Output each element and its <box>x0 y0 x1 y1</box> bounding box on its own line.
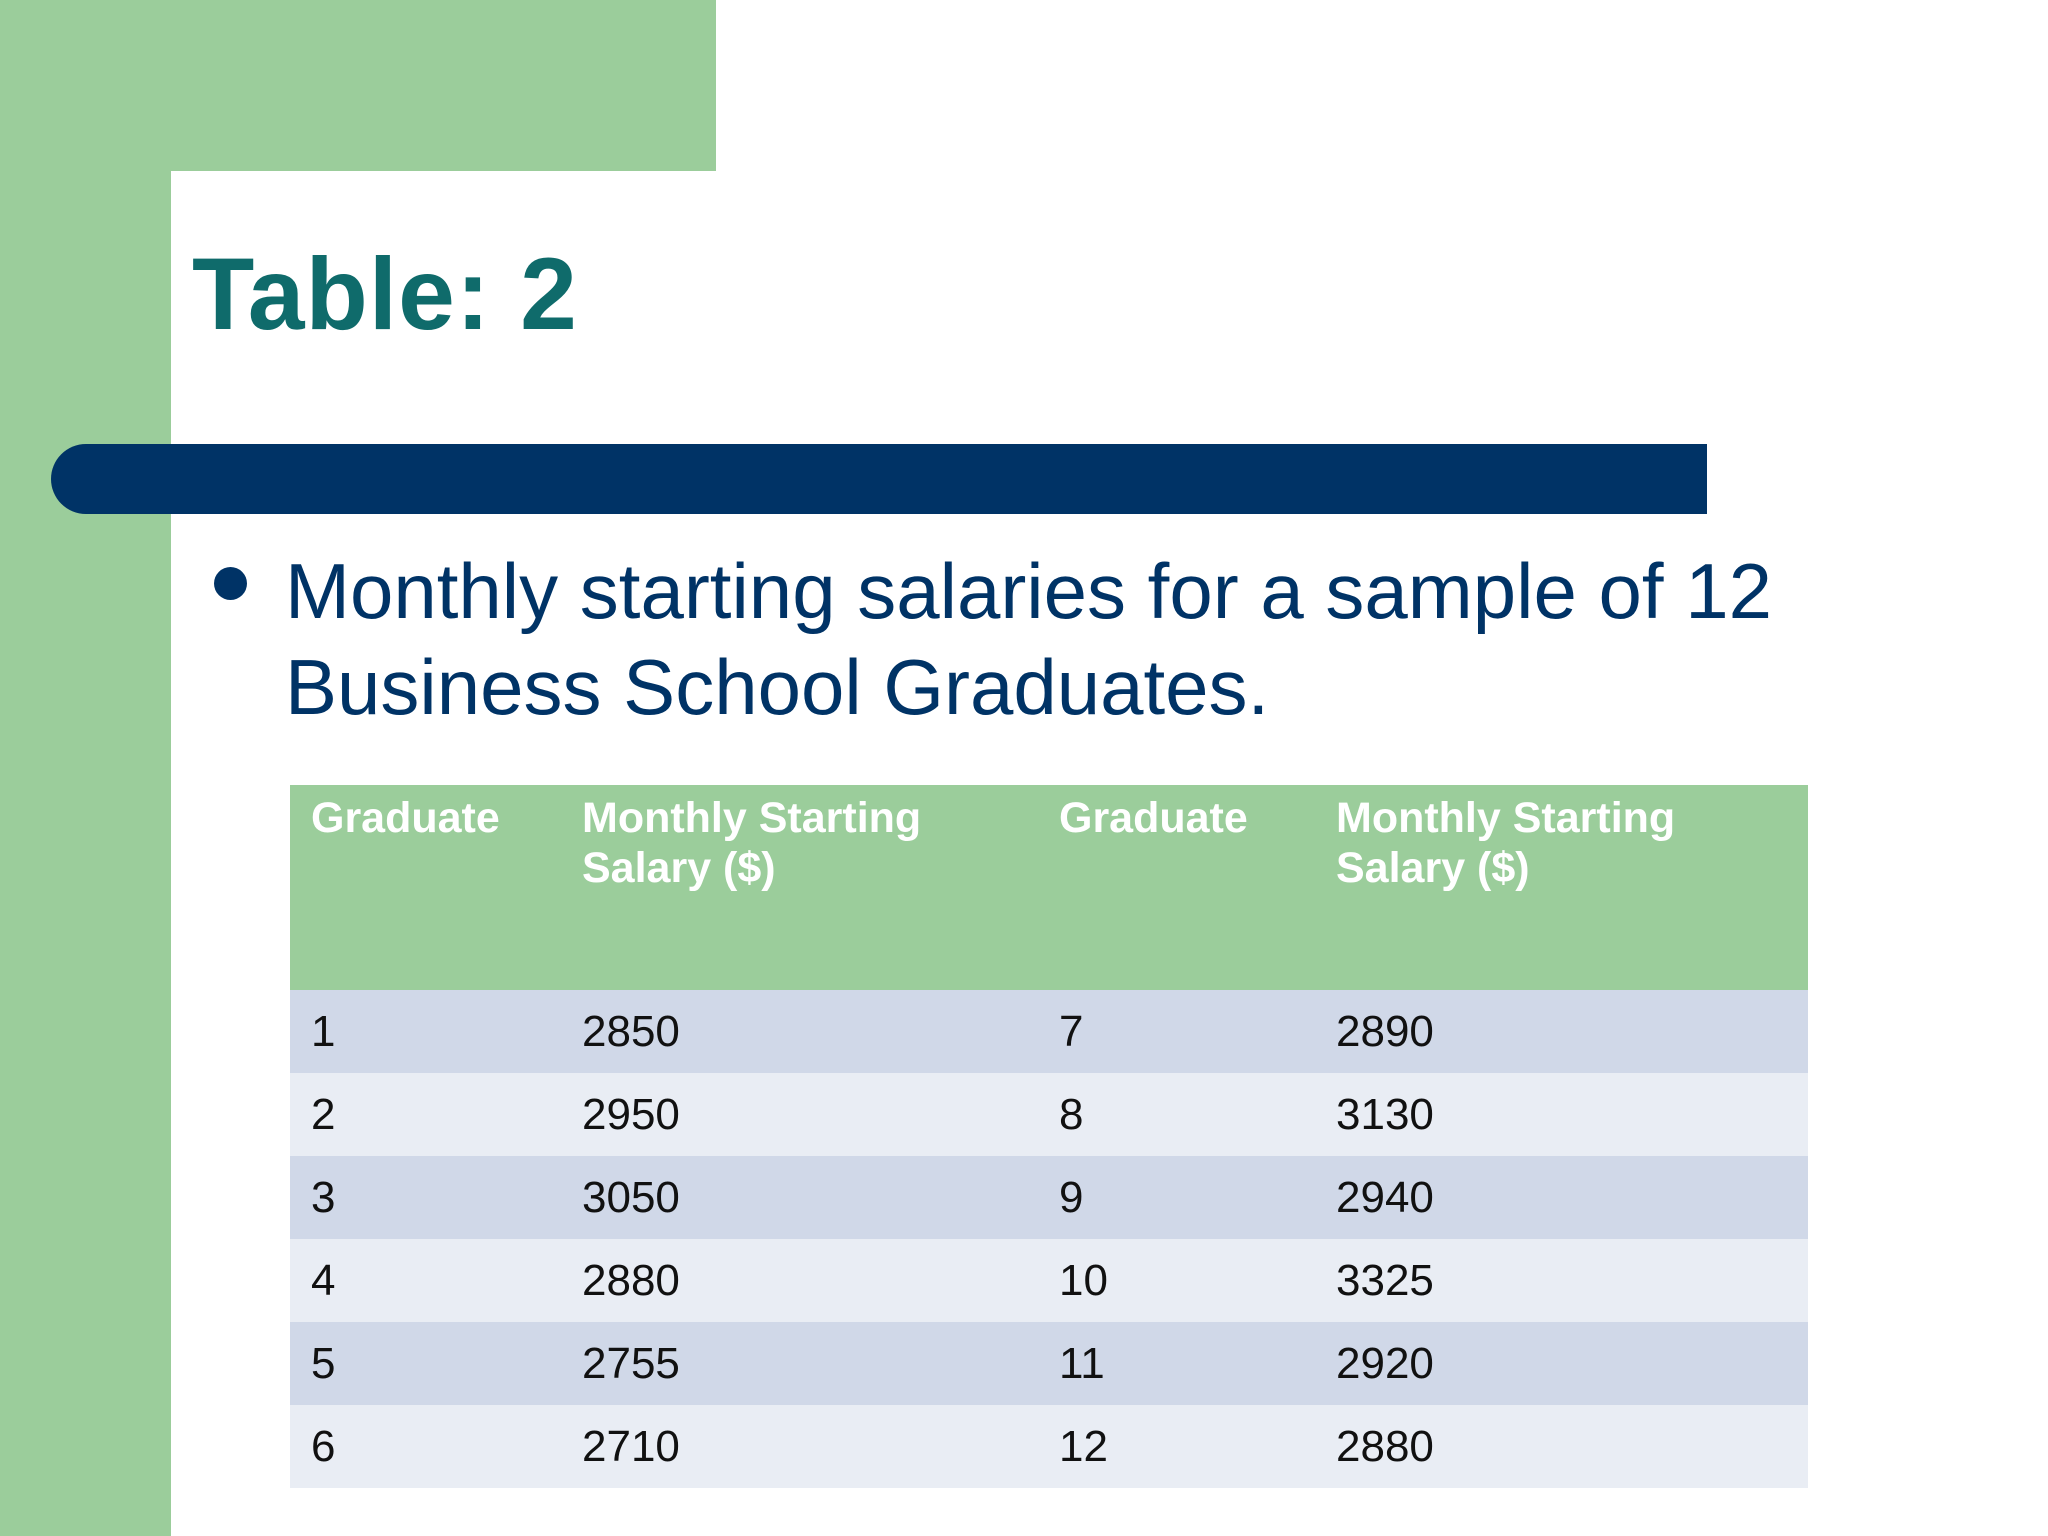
salary-cell: 2710 <box>582 1421 680 1471</box>
graduate-cell: 5 <box>311 1338 336 1388</box>
graduate-cell: 1 <box>311 1006 336 1056</box>
salary-cell: 2755 <box>582 1338 680 1388</box>
header-salary: Monthly Starting Salary ($) <box>1336 794 1676 892</box>
salary-cell: 2890 <box>1336 1006 1434 1056</box>
table-header-row: Graduate Monthly Starting Salary ($) Gra… <box>290 785 1808 990</box>
green-left-band <box>0 0 171 1536</box>
graduate-cell: 3 <box>311 1172 336 1222</box>
header-salary: Monthly Starting Salary ($) <box>582 794 922 892</box>
title-divider-bar <box>51 444 1707 514</box>
salary-cell: 3130 <box>1336 1089 1434 1139</box>
graduate-cell: 7 <box>1059 1006 1084 1056</box>
slide-title: Table: 2 <box>192 237 578 351</box>
graduate-cell: 10 <box>1059 1255 1108 1305</box>
salary-cell: 3050 <box>582 1172 680 1222</box>
graduate-cell: 4 <box>311 1255 336 1305</box>
bullet-text: Monthly starting salaries for a sample o… <box>285 547 1773 731</box>
bullet-icon <box>214 567 247 600</box>
table-row: 4 2880 10 3325 <box>290 1239 1808 1322</box>
salary-cell: 2880 <box>582 1255 680 1305</box>
salary-cell: 2950 <box>582 1089 680 1139</box>
salary-cell: 2940 <box>1336 1172 1434 1222</box>
salary-cell: 2850 <box>582 1006 680 1056</box>
graduate-cell: 12 <box>1059 1421 1108 1471</box>
header-graduate: Graduate <box>1059 794 1248 842</box>
content-panel <box>171 171 2048 1536</box>
green-top-band <box>0 0 716 171</box>
table-row: 6 2710 12 2880 <box>290 1405 1808 1488</box>
graduate-cell: 9 <box>1059 1172 1084 1222</box>
table-row: 3 3050 9 2940 <box>290 1156 1808 1239</box>
salary-cell: 2920 <box>1336 1338 1434 1388</box>
table-row: 2 2950 8 3130 <box>290 1073 1808 1156</box>
graduate-cell: 11 <box>1059 1338 1105 1388</box>
salary-cell: 2880 <box>1336 1421 1434 1471</box>
table-row: 5 2755 11 2920 <box>290 1322 1808 1405</box>
table-row: 1 2850 7 2890 <box>290 990 1808 1073</box>
graduate-cell: 2 <box>311 1089 336 1139</box>
salary-cell: 3325 <box>1336 1255 1434 1305</box>
header-graduate: Graduate <box>311 794 500 842</box>
graduate-cell: 8 <box>1059 1089 1084 1139</box>
salary-table: Graduate Monthly Starting Salary ($) Gra… <box>290 785 1808 1488</box>
graduate-cell: 6 <box>311 1421 336 1471</box>
